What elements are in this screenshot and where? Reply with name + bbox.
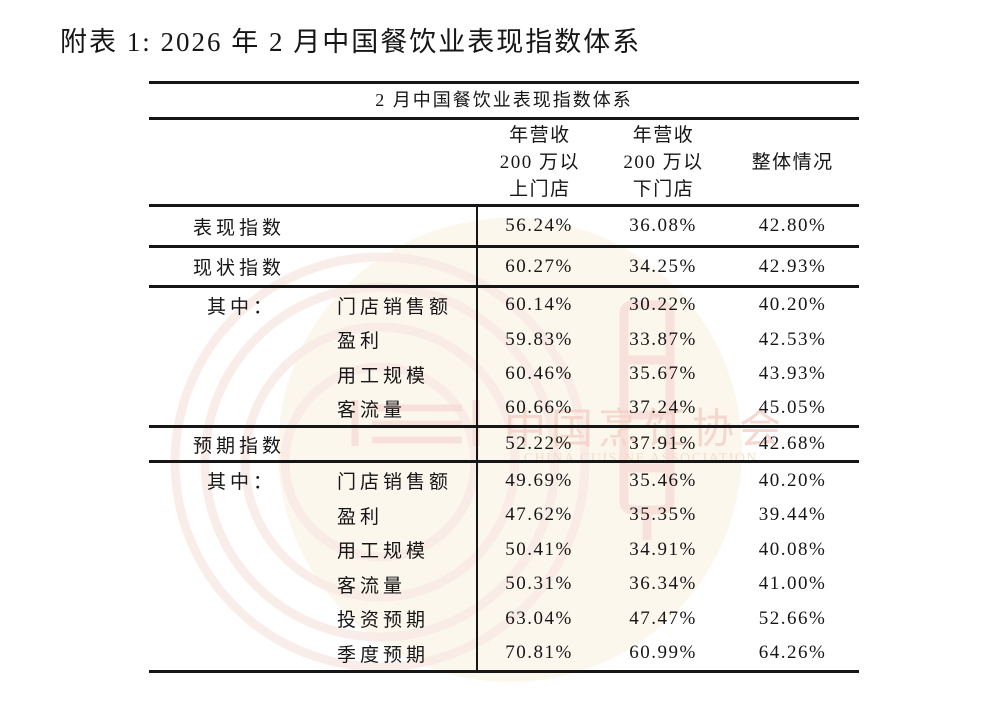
column-header-spacer [149,120,477,204]
cell-value: 56.24% [505,215,573,236]
index-table: 2 月中国餐饮业表现指数体系 年营收 200 万以 上门店 年营收 200 万以… [149,81,859,673]
cell-value: 42.93% [758,255,827,277]
row-label: 预期指数 [193,435,286,457]
row-sublabel: 客流量 [337,575,407,597]
table-border-bottom [149,670,859,673]
cell-value: 41.00% [758,573,827,594]
table-row-investment-expect: 投资预期 63.04% 47.47% 52.66% [149,601,859,636]
cell-value: 70.81% [505,642,573,663]
table-row-performance-index: 表现指数 56.24% 36.08% 42.80% [149,207,859,245]
cell-value: 37.24% [629,397,697,418]
cell-value: 35.67% [629,363,697,384]
page-title: 附表 1: 2026 年 2 月中国餐饮业表现指数体系 [60,27,642,57]
row-sublabel: 季度预期 [337,644,430,666]
table-vertical-divider [476,204,478,673]
cell-value: 36.34% [629,573,697,594]
cell-value: 34.25% [629,255,697,277]
cell-value: 37.91% [629,433,697,454]
cell-value: 60.14% [505,294,573,315]
cell-value: 42.68% [758,433,827,454]
table-row-customer-flow: 客流量 60.66% 37.24% 45.05% [149,391,859,425]
cell-value: 50.41% [505,538,573,560]
table-row-expectation-index: 预期指数 52.22% 37.91% 42.68% [149,428,859,460]
watermark-cn-text: 中国烹饪协会 [504,406,786,453]
row-sublabel: 投资预期 [337,610,430,631]
cell-value: 60.99% [629,642,697,663]
cell-value: 34.91% [629,538,697,560]
table-row-store-sales-expect: 其中： 门店销售额 49.69% 35.46% 40.20% [149,463,859,498]
row-sublabel: 客流量 [337,399,407,421]
cell-value: 64.26% [758,642,827,663]
table-row-customer-flow-expect: 客流量 50.31% 36.34% 41.00% [149,567,859,601]
row-sublabel: 用工规模 [337,541,430,562]
table-row-employment-expect: 用工规模 50.41% 34.91% 40.08% [149,532,859,567]
row-sublabel: 门店销售额 [337,296,453,318]
cell-value: 47.47% [629,607,697,629]
rule-below-column-headers [149,204,859,207]
column-header-line: 200 万以 [499,151,581,173]
cell-value: 45.05% [758,397,827,418]
cell-value: 52.22% [505,433,573,454]
cell-value: 30.22% [629,294,697,315]
table-row-employment: 用工规模 60.46% 35.67% 43.93% [149,357,859,391]
rule-below-current-index [149,285,859,288]
table-row-quarter-expect: 季度预期 70.81% 60.99% 64.26% [149,636,859,670]
cell-value: 33.87% [629,328,697,350]
watermark-emblem-glyph [619,300,675,540]
column-header-below-2m: 年营收 200 万以 下门店 [601,120,727,204]
column-header-line: 200 万以 [623,151,704,173]
cell-value: 49.69% [505,469,573,491]
cell-value: 43.93% [758,363,827,384]
row-sublabel: 盈利 [337,506,384,528]
row-sublabel: 用工规模 [337,365,430,387]
column-header-above-2m: 年营收 200 万以 上门店 [479,120,601,204]
cell-value: 50.31% [505,573,573,594]
column-header-line: 整体情况 [751,151,834,173]
cell-value: 60.46% [505,363,573,384]
cell-value: 40.20% [758,294,827,315]
row-label: 其中： [207,296,277,318]
rule-below-expectation-index [149,460,859,463]
cell-value: 40.20% [758,469,827,491]
column-header-overall: 整体情况 [726,120,859,204]
table-row-store-sales: 其中： 门店销售额 60.14% 30.22% 40.20% [149,288,859,322]
cell-value: 63.04% [505,607,573,629]
table-row-profit: 盈利 59.83% 33.87% 42.53% [149,322,859,357]
cell-value: 52.66% [758,607,827,629]
row-sublabel: 盈利 [337,331,384,352]
cell-value: 42.80% [758,215,827,236]
column-header-line: 上门店 [509,178,571,200]
rule-below-performance-index [149,245,859,248]
cell-value: 39.44% [758,504,827,525]
table-border-top [149,81,859,84]
row-label: 其中： [207,472,277,493]
row-label: 表现指数 [193,217,286,239]
table-caption: 2 月中国餐饮业表现指数体系 [375,90,633,110]
cell-value: 35.46% [629,469,697,491]
row-label: 现状指数 [193,258,286,279]
cell-value: 60.27% [505,255,573,277]
row-sublabel: 门店销售额 [337,472,453,493]
cell-value: 35.35% [629,504,697,525]
cell-value: 40.08% [758,538,827,560]
cell-value: 60.66% [505,397,573,418]
column-header-line: 下门店 [632,178,695,200]
cell-value: 42.53% [758,328,827,350]
cell-value: 36.08% [629,215,697,236]
column-header-row: 年营收 200 万以 上门店 年营收 200 万以 下门店 整体情况 [149,120,859,204]
column-header-line: 年营收 [509,124,571,146]
cell-value: 59.83% [505,328,573,350]
rule-below-group1 [149,425,859,428]
rule-below-caption [149,117,859,120]
table-row-current-index: 现状指数 60.27% 34.25% 42.93% [149,248,859,285]
cell-value: 47.62% [505,504,573,525]
column-header-line: 年营收 [632,124,695,146]
table-row-profit-expect: 盈利 47.62% 35.35% 39.44% [149,498,859,532]
